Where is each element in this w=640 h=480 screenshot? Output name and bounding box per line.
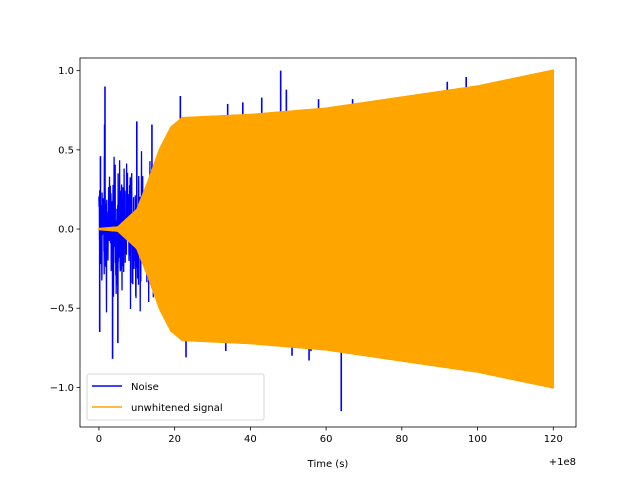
x-axis-label: Time (s)	[307, 459, 349, 470]
plot-frame	[79, 57, 577, 428]
x-tick-label: 0	[96, 434, 102, 445]
y-tick-label: −0.5	[50, 304, 74, 315]
legend-label-noise: Noise	[131, 382, 159, 393]
x-tick-label: 120	[544, 434, 563, 445]
plot-area	[98, 69, 555, 412]
y-tick-label: 0.5	[58, 145, 74, 156]
x-tick-label: 40	[244, 434, 257, 445]
legend-box	[86, 373, 265, 421]
x-tick-label: 60	[320, 434, 333, 445]
legend: Noise unwhitened signal	[86, 373, 265, 421]
y-tick-label: 0.0	[58, 225, 74, 236]
x-tick-label: 80	[395, 434, 408, 445]
signal-envelope	[98, 69, 555, 389]
series-unwhitened-signal	[98, 69, 555, 389]
x-tick-label: 20	[168, 434, 181, 445]
legend-label-unwhitened-signal: unwhitened signal	[131, 403, 223, 414]
y-tick-label: 1.0	[58, 66, 74, 77]
y-tick-label: −1.0	[50, 383, 74, 394]
x-axis: 0 20 40 60 80 100 120	[96, 427, 563, 445]
y-axis: −1.0 −0.5 0.0 0.5 1.0	[50, 66, 80, 394]
x-offset-text: +1e8	[549, 457, 576, 468]
x-tick-label: 100	[468, 434, 487, 445]
